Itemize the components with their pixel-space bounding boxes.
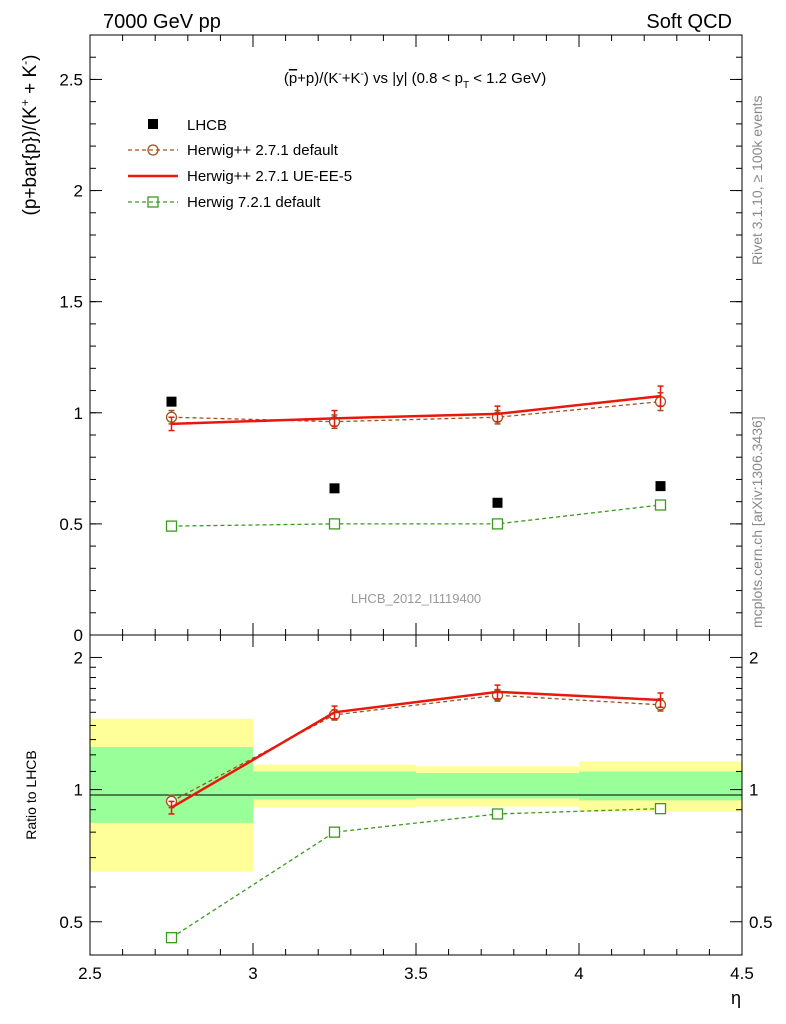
main-point-lhcb — [655, 481, 666, 492]
main-point-lhcb — [492, 497, 503, 508]
legend-entry-herwigpp-default: Herwig++ 2.7.1 default — [128, 142, 339, 159]
main-ytick-label: 1.5 — [59, 293, 83, 312]
ratio-xtick-label: 2.5 — [78, 964, 102, 983]
main-ytick-label: 2 — [74, 182, 83, 201]
legend-marker-lhcb — [148, 119, 158, 129]
ratio-xtick-label: 4 — [574, 964, 583, 983]
ratio-point-herwig721 — [491, 808, 504, 820]
ratio-point-herwig721 — [654, 802, 667, 815]
ratio-ytick-label: 1 — [74, 781, 83, 800]
ratio-xtick-label: 3 — [248, 964, 257, 983]
ratio-ytick-label: 0.5 — [59, 913, 83, 932]
ratio-x-ticks: 2.5 3 3.5 4 4.5 — [78, 635, 754, 983]
ratio-line-herwigpp_ueee5 — [170, 690, 661, 809]
legend-marker-herwig721 — [147, 196, 159, 208]
ratio-point-herwig721 — [165, 932, 178, 944]
ratio-y-axis-label: Ratio to LHCB — [23, 750, 39, 839]
ratio-y-ticks: 0.5 0.5 1 1 2 2 — [59, 648, 772, 931]
main-ytick-label: 0.5 — [59, 515, 83, 534]
legend-label-lhcb: LHCB — [187, 117, 227, 134]
main-point-lhcb — [166, 396, 177, 407]
header-right: Soft QCD — [646, 11, 732, 33]
main-point-herwig721 — [328, 518, 341, 530]
analysis-watermark: LHCB_2012_I1119400 — [351, 591, 481, 606]
main-ytick-label: 1 — [74, 404, 83, 423]
legend-entry-herwig721: Herwig 7.2.1 default — [128, 194, 321, 211]
main-panel: 0 0.5 1 1.5 2 2.5 (p+p)/(K-+K-) vs |y| (0.8 <… — [18, 34, 743, 645]
ratio-panel: 0.5 0.5 1 1 2 2 2.5 3 3.5 4 4.5 Ratio to LHCB η — [23, 634, 773, 1008]
ratio-band-inner — [416, 773, 579, 799]
ratio-xtick-label: 3.5 — [404, 964, 428, 983]
legend: LHCB Herwig++ 2.7.1 default Herwig++ 2.7… — [128, 117, 352, 211]
main-point-herwig721 — [165, 520, 178, 532]
ratio-band-inner — [579, 771, 742, 801]
main-title: (p+p)/(K-+K-) vs |y| (0.8 < pT < 1.2 GeV… — [284, 69, 546, 91]
legend-entry-lhcb: LHCB — [148, 117, 227, 134]
main-y-ticks: 0 0.5 1 1.5 2 2.5 — [59, 34, 743, 645]
main-ytick-label: 0 — [74, 626, 83, 645]
main-point-herwig721 — [491, 518, 504, 530]
rivet-version-text: Rivet 3.1.10, ≥ 100k events — [749, 95, 765, 265]
main-point-herwig721 — [654, 499, 667, 511]
header-left: 7000 GeV pp — [103, 11, 221, 33]
ratio-ytick-label: 2 — [74, 648, 83, 667]
main-y-axis-label: (p+bar{p})/(K+ + K-) — [18, 55, 41, 216]
main-line-herwigpp_ueee5 — [171, 394, 661, 426]
ratio-ytick-label-right: 1 — [749, 781, 758, 800]
ratio-ytick-label-right: 0.5 — [749, 913, 773, 932]
x-axis-label: η — [731, 988, 741, 1008]
main-plot-content — [165, 385, 667, 532]
ratio-point-herwig721 — [328, 826, 341, 838]
legend-label-herwigpp-ueee5: Herwig++ 2.7.1 UE-EE-5 — [187, 168, 352, 185]
main-line-herwig721 — [171, 504, 661, 527]
ratio-line-herwigpp_default — [171, 694, 661, 802]
legend-label-herwig721: Herwig 7.2.1 default — [187, 194, 321, 211]
main-line-herwigpp_default — [171, 401, 661, 423]
main-ytick-label: 2.5 — [59, 70, 83, 89]
ratio-xtick-label: 4.5 — [730, 964, 754, 983]
ratio-plot-content — [165, 684, 667, 944]
ratio-line-herwig721 — [171, 807, 661, 939]
main-point-lhcb — [329, 483, 340, 494]
legend-label-herwigpp-default: Herwig++ 2.7.1 default — [187, 142, 339, 159]
ratio-ytick-label-right: 2 — [749, 648, 758, 667]
mcplots-credit-text: mcplots.cern.ch [arXiv:1306.3436] — [749, 416, 765, 628]
legend-marker-herwigpp-default — [147, 144, 159, 156]
legend-entry-herwigpp-ueee5: Herwig++ 2.7.1 UE-EE-5 — [128, 168, 352, 185]
